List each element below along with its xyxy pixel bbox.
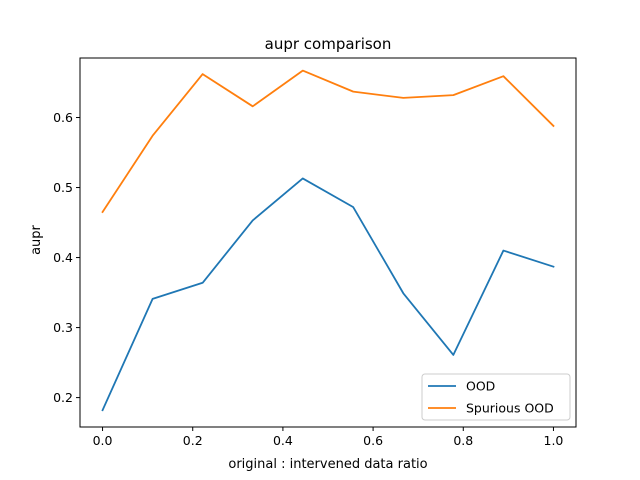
y-tick-label: 0.3: [53, 320, 73, 335]
x-axis-label: original : intervened data ratio: [228, 457, 427, 472]
x-tick-label: 0.8: [453, 433, 473, 448]
series-line-ood: [101, 177, 555, 412]
x-tick-label: 0.4: [273, 433, 293, 448]
chart-title: aupr comparison: [265, 35, 392, 53]
legend-box: [421, 373, 571, 421]
y-tick-label: 0.6: [53, 110, 73, 125]
y-axis-label: aupr: [29, 224, 44, 254]
x-tick-label: 1.0: [544, 433, 564, 448]
y-tick-label: 0.4: [53, 250, 73, 265]
plot-area: 0.0 0.2 0.4 0.6 0.8 1.0 0.2 0.3 0.4 0.5 0.6: [53, 57, 577, 448]
series-line-spurious-ood: [101, 69, 555, 214]
legend: OOD Spurious OOD: [421, 373, 571, 421]
y-tick-label: 0.2: [53, 390, 73, 405]
legend-label: Spurious OOD: [466, 401, 554, 416]
axes-frame: [79, 57, 577, 428]
x-tick-label: 0.2: [183, 433, 203, 448]
x-tick-label: 0.6: [363, 433, 383, 448]
y-tick-label: 0.5: [53, 180, 73, 195]
legend-label: OOD: [466, 379, 495, 394]
x-tick-label: 0.0: [93, 433, 113, 448]
